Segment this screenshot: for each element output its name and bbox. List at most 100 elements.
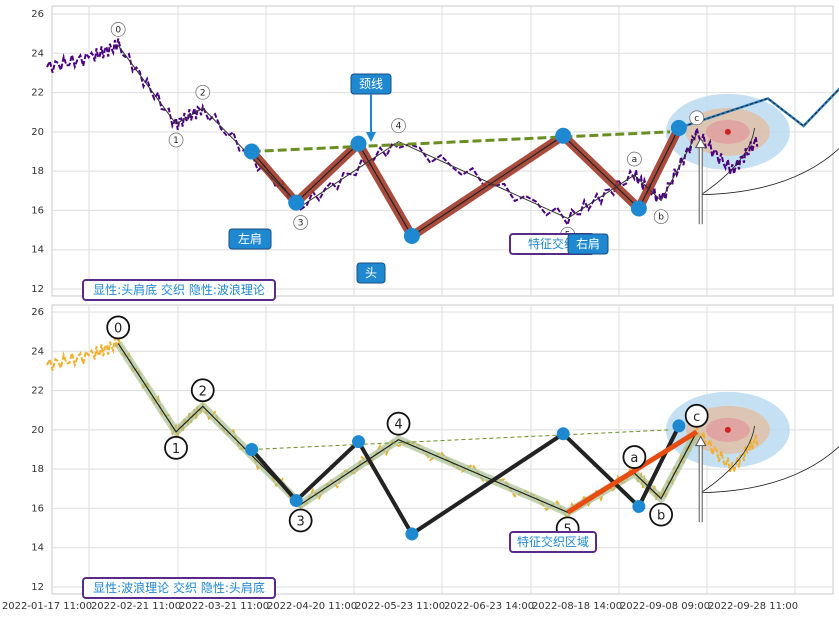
legend-label-box — [82, 577, 276, 599]
wave-label: 3 — [297, 515, 305, 530]
hs-point — [670, 119, 687, 136]
x-tick-label: 2022-01-17 11:00 — [2, 601, 92, 612]
wave-label-circle — [106, 315, 131, 340]
y-tick-label: 18 — [31, 166, 44, 177]
wave-label: b — [658, 213, 664, 223]
y-tick-label: 26 — [31, 307, 44, 318]
zone-center — [724, 128, 731, 135]
neckline — [251, 130, 671, 153]
hs-point — [289, 494, 303, 508]
y-tick-label: 26 — [31, 9, 44, 20]
neck-label: 颈线 — [359, 77, 383, 91]
wave-label: 1 — [172, 442, 180, 457]
y-tick-label: 12 — [31, 284, 44, 295]
left-shoulder-label-box — [228, 228, 272, 250]
wave-label-circle — [293, 215, 309, 230]
hs-point — [555, 127, 572, 144]
wave-label-circle — [649, 502, 673, 527]
hs-point — [556, 427, 570, 441]
x-tick-label: 2022-09-28 11:00 — [708, 601, 798, 612]
target-arc — [701, 445, 839, 494]
wave-label-circle — [190, 378, 215, 403]
head-label-box — [356, 262, 386, 284]
wave-label: 4 — [396, 122, 402, 132]
right-shoulder-label: 右肩 — [576, 236, 600, 251]
neck-arrowhead — [366, 132, 376, 142]
wave-label: 3 — [298, 219, 304, 229]
hs-point — [243, 143, 260, 160]
wave-label: a — [632, 155, 638, 165]
hs-point — [245, 443, 259, 456]
y-tick-label: 16 — [31, 205, 44, 216]
projection-core — [678, 88, 839, 129]
y-tick-label: 14 — [31, 245, 44, 256]
x-tick-label: 2022-08-18 14:00 — [532, 601, 622, 612]
wave-label: 0 — [115, 25, 121, 35]
wave-label: b — [657, 509, 665, 524]
wave-label: 4 — [394, 418, 402, 433]
legend-label: 显性:头肩底 交织 隐性:波浪理论 — [93, 282, 265, 297]
wave-label: a — [630, 451, 638, 466]
wave-label-circle — [391, 118, 406, 134]
hs-point — [630, 200, 647, 217]
y-tick-label: 14 — [31, 543, 44, 554]
y-tick-label: 20 — [31, 127, 44, 138]
wave-label: c — [694, 114, 699, 124]
wave-label: c — [693, 410, 700, 425]
y-tick-label: 18 — [31, 464, 44, 475]
x-tick-label: 2022-03-21 11:00 — [179, 601, 269, 612]
wave-label-circle — [627, 151, 642, 167]
left-shoulder-label: 左肩 — [238, 231, 262, 246]
top_panel-group: 1214161820222426012345abc颈线左肩头特征交织右肩显性:头… — [31, 5, 839, 301]
x-tick-label: 2022-09-08 09:00 — [620, 601, 710, 612]
legend-label: 显性:波浪理论 交织 隐性:头肩底 — [93, 580, 265, 595]
y-tick-label: 20 — [31, 425, 44, 436]
wave-label: 5 — [564, 522, 572, 537]
y-tick-label: 24 — [31, 48, 44, 59]
up-arrow-head — [694, 435, 707, 447]
right-arc — [700, 127, 755, 196]
wave-label: 1 — [173, 136, 179, 146]
up-arrow-head — [694, 137, 707, 149]
wave-core — [117, 343, 698, 514]
hs-point — [288, 194, 305, 211]
hs-point — [352, 435, 365, 449]
x-tick-label: 2022-04-20 11:00 — [267, 601, 357, 612]
x-tick-label: 2022-06-23 14:00 — [444, 601, 534, 612]
y-tick-label: 24 — [31, 346, 44, 357]
head-label: 头 — [365, 266, 377, 280]
wave-label-circle — [168, 132, 184, 148]
hs-point — [672, 419, 686, 433]
wave-label: 0 — [114, 321, 122, 336]
wave-thin — [117, 45, 698, 219]
legend-label-box — [82, 279, 276, 301]
y-tick-label: 22 — [31, 386, 44, 397]
y-tick-label: 16 — [31, 503, 44, 514]
wave-label: 2 — [199, 384, 207, 399]
wave-label-circle — [689, 110, 705, 126]
wave-label-circle — [386, 411, 411, 436]
wave-label-circle — [622, 445, 647, 469]
target-arc — [701, 147, 839, 196]
wave-label-circle — [110, 22, 126, 37]
y-tick-label: 22 — [31, 88, 44, 99]
wave-label-circle — [653, 209, 669, 225]
zone-label: 特征交织区域 — [517, 534, 589, 549]
hs-point — [350, 135, 367, 152]
hs-point — [405, 527, 419, 541]
zone-label: 特征交织 — [528, 236, 576, 251]
wave-label-circle — [164, 435, 188, 460]
wave-label-circle — [195, 84, 211, 100]
hs-point — [632, 499, 646, 513]
zone-label-box — [509, 531, 597, 553]
right-shoulder-label-box — [567, 233, 609, 255]
x-tick-label: 2022-02-21 11:00 — [91, 601, 181, 612]
right-arc — [700, 425, 755, 494]
wave-label-circle — [684, 403, 709, 428]
zone-center — [724, 426, 731, 433]
wave-label-circle — [288, 508, 313, 533]
y-tick-label: 12 — [31, 582, 44, 593]
